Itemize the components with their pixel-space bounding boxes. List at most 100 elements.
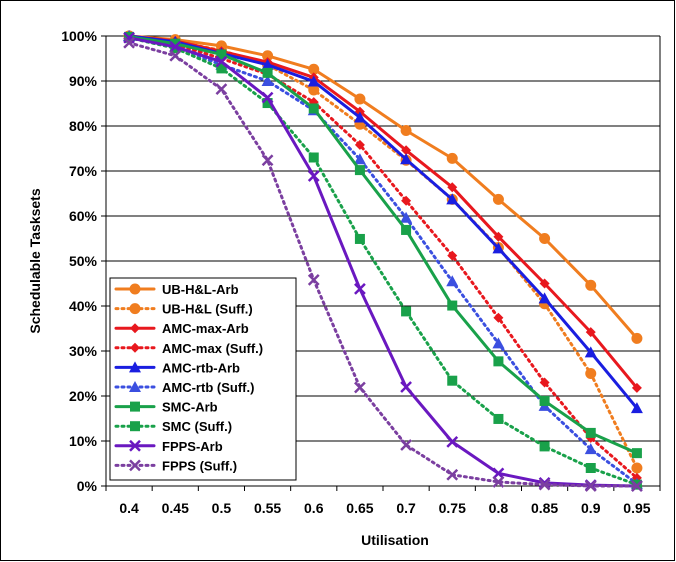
x-tick-label: 0.95 [623,500,650,516]
data-point [123,36,135,49]
data-point [447,250,458,261]
data-point [492,242,505,254]
legend-item: UB-H&L (Suff.) [114,302,253,317]
legend-marker [129,283,141,295]
data-point [585,427,596,438]
series-10 [123,36,643,492]
data-point [584,480,597,492]
legend-marker [129,303,141,315]
y-tick-label: 0% [77,478,98,494]
data-point [538,478,551,491]
data-point [585,368,597,379]
data-point [308,84,320,96]
legend-label: FPPS-Arb [162,439,223,454]
data-point [354,381,366,394]
data-point [539,441,550,452]
data-point [216,49,227,60]
data-point [585,279,597,291]
legend-item: SMC-Arb [114,400,218,415]
data-point [584,443,597,455]
data-point [353,111,366,123]
data-point [216,63,227,74]
legend-marker [130,401,140,412]
data-point [446,275,459,287]
data-point [307,170,320,182]
data-point [492,337,505,349]
y-tick-label: 10% [69,433,98,449]
y-tick-label: 40% [69,298,98,314]
data-point [446,468,459,481]
data-point [492,193,504,205]
data-point [539,395,550,406]
data-point [538,292,551,304]
legend-label: SMC (Suff.) [162,419,232,434]
legend-label: FPPS (Suff.) [162,458,237,473]
x-tick-label: 0.65 [346,500,373,516]
legend-marker [129,381,141,392]
data-point [631,382,642,393]
series-line [127,36,639,487]
x-tick-label: 0.8 [489,500,509,516]
series-line [127,34,639,486]
data-point [261,91,274,104]
series-line [127,34,639,340]
data-point [308,103,319,114]
y-tick-label: 30% [69,343,98,359]
y-tick-label: 60% [69,208,98,224]
y-tick-label: 80% [69,118,98,134]
data-point [308,152,319,163]
legend-label: AMC-max (Suff.) [162,341,263,356]
legend-item: AMC-max-Arb [114,321,249,336]
legend-marker [129,459,141,472]
data-point [493,413,504,424]
data-point [261,75,274,86]
series-7 [124,31,642,459]
x-tick-label: 0.75 [439,500,466,516]
data-point [400,439,412,451]
legend-item: AMC-max (Suff.) [114,341,263,356]
data-point [631,448,642,459]
data-point [492,467,505,480]
data-point [261,154,274,167]
data-point [308,63,320,75]
data-point [169,49,182,62]
data-point [400,125,412,136]
series-line [127,34,639,390]
data-point [585,327,596,338]
legend-marker [129,439,141,452]
data-point [493,231,504,242]
data-point [446,193,459,205]
x-tick-label: 0.9 [581,500,601,516]
data-point [354,93,366,105]
x-tick-label: 0.7 [396,500,416,516]
y-tick-label: 90% [69,73,98,89]
series-line [127,41,639,488]
data-point [492,476,505,488]
y-tick-label: 20% [69,388,98,404]
data-point [400,153,413,165]
legend-label: AMC-rtb (Suff.) [162,380,254,395]
data-point [400,381,412,393]
data-point [539,377,550,388]
x-tick-label: 0.6 [304,500,324,516]
series-line [127,35,639,455]
data-point [631,332,643,344]
data-point [354,233,365,244]
y-tick-label: 50% [69,253,98,269]
data-point [539,278,550,289]
legend-marker [130,421,140,432]
data-point [447,375,458,386]
data-point [169,40,182,53]
x-tick-label: 0.5 [212,500,232,516]
data-point [401,145,412,156]
data-point [447,182,458,193]
data-point [446,152,458,164]
legend-marker [130,323,140,334]
data-point [401,224,412,235]
data-point [307,274,320,286]
series-line [127,34,639,480]
x-tick-label: 0.4 [119,500,139,516]
legend-item: UB-H&L-Arb [114,282,239,297]
y-axis-title: Schedulable Tasksets [27,188,43,333]
x-tick-label: 0.45 [162,500,189,516]
